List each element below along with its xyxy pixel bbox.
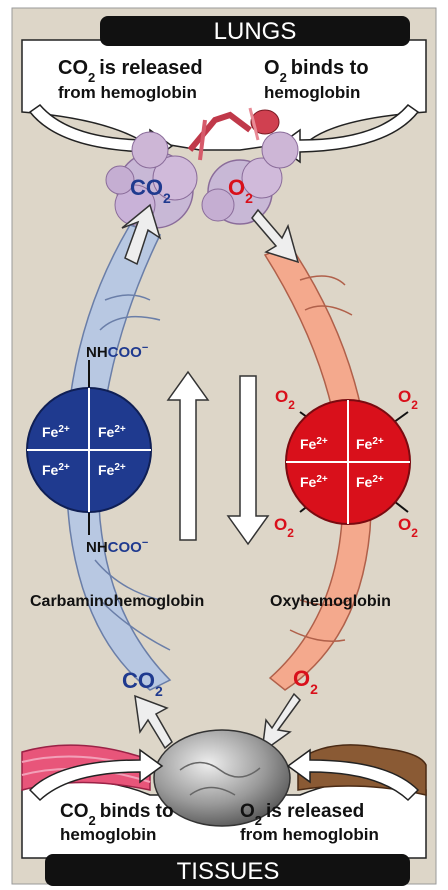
lungs-o2-binds-line2: hemoglobin bbox=[264, 83, 360, 102]
oxy-oxygen-labels: O2 O2 O2 O2 bbox=[274, 387, 418, 540]
lungs-co2-released-line2: from hemoglobin bbox=[58, 83, 197, 102]
deoxygenated-capillaries bbox=[94, 294, 171, 651]
lungs-label-area bbox=[21, 39, 427, 151]
carbaminohemoglobin-label: Carbaminohemoglobin bbox=[30, 593, 204, 610]
tissues-o2-released-label: O2 is released bbox=[240, 801, 364, 828]
carbaminohemoglobin-molecule bbox=[26, 360, 152, 535]
oxy-iron-tr: Fe2+ bbox=[356, 436, 384, 453]
tissues-co2-binds-line2: hemoglobin bbox=[60, 825, 156, 844]
center-arrow-up bbox=[166, 370, 210, 541]
oxyhemoglobin-label: Oxyhemoglobin bbox=[270, 593, 391, 610]
alveoli-cluster-right bbox=[201, 131, 299, 225]
center-arrow-down bbox=[226, 375, 270, 546]
carbamino-iron-labels: Fe2+ Fe2+ Fe2+ Fe2+ bbox=[42, 424, 126, 479]
carbamino-iron-tl: Fe2+ bbox=[42, 424, 70, 441]
oxy-iron-labels: Fe2+ Fe2+ Fe2+ Fe2+ bbox=[300, 436, 384, 491]
tissues-right-curved-arrow bbox=[286, 748, 420, 802]
tissues-banner bbox=[45, 854, 410, 886]
lungs-co2-molecule-label: CO2 bbox=[130, 175, 171, 206]
oxy-o2-tr: O2 bbox=[398, 387, 418, 412]
oxy-o2-bl: O2 bbox=[274, 515, 294, 540]
oxy-o2-tl: O2 bbox=[275, 387, 295, 412]
brain-tissue bbox=[153, 729, 291, 827]
lungs-o2-molecule-label: O2 bbox=[228, 175, 253, 206]
lungs-co2-released-label: CO2 is released bbox=[58, 57, 203, 85]
oxy-iron-tl: Fe2+ bbox=[300, 436, 328, 453]
tissues-left-curved-arrow bbox=[28, 748, 164, 802]
lungs-banner bbox=[100, 16, 410, 46]
tissues-co2-binds-label: CO2 binds to bbox=[60, 801, 174, 828]
oxy-o2-br: O2 bbox=[398, 515, 418, 540]
tissues-co2-molecule-label: CO2 bbox=[122, 668, 163, 699]
oxy-iron-br: Fe2+ bbox=[356, 474, 384, 491]
tissues-o2-released-line2: from hemoglobin bbox=[240, 825, 379, 844]
alveoli-cluster-left bbox=[105, 131, 198, 229]
carbamino-bottom-group: NHCOO− bbox=[86, 537, 148, 556]
tissues-title: TISSUES bbox=[177, 858, 280, 885]
oxy-iron-bl: Fe2+ bbox=[300, 474, 328, 491]
lungs-title: LUNGS bbox=[214, 18, 297, 45]
arrow-o2-to-tissues bbox=[261, 692, 301, 754]
carbamino-top-group: NHCOO− bbox=[86, 342, 148, 361]
carbamino-iron-br: Fe2+ bbox=[98, 462, 126, 479]
carbamino-iron-tr: Fe2+ bbox=[98, 424, 126, 441]
arrow-o2-to-vessel bbox=[251, 208, 300, 264]
oxygenated-capillaries bbox=[289, 275, 353, 642]
tissues-o2-molecule-label: O2 bbox=[293, 666, 318, 697]
oxyhemoglobin-molecule bbox=[285, 399, 411, 525]
arrow-co2-to-lungs bbox=[121, 203, 162, 266]
lungs-right-curved-arrow bbox=[276, 103, 420, 164]
arrow-co2-from-tissues bbox=[134, 694, 173, 750]
lungs-o2-binds-label: O2 binds to bbox=[264, 57, 369, 85]
bronchiole-vessels bbox=[187, 107, 280, 161]
carbamino-iron-bl: Fe2+ bbox=[42, 462, 70, 479]
